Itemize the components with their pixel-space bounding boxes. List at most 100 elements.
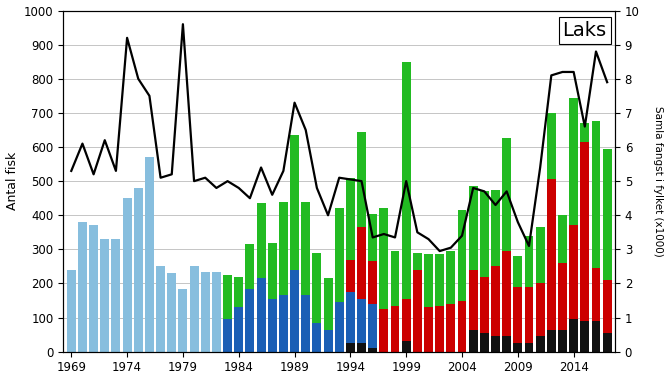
- Bar: [312, 253, 321, 323]
- Bar: [268, 299, 277, 352]
- Y-axis label: Antal fisk: Antal fisk: [5, 152, 19, 210]
- Bar: [502, 336, 511, 352]
- Text: Laks: Laks: [563, 21, 607, 40]
- Bar: [558, 329, 567, 352]
- Bar: [502, 251, 511, 336]
- Bar: [279, 295, 288, 352]
- Bar: [491, 336, 500, 352]
- Bar: [257, 279, 266, 352]
- Bar: [391, 306, 399, 352]
- Bar: [268, 242, 277, 299]
- Bar: [357, 343, 366, 352]
- Bar: [368, 214, 377, 261]
- Bar: [413, 270, 422, 352]
- Bar: [346, 343, 355, 352]
- Bar: [591, 122, 601, 268]
- Bar: [223, 319, 232, 352]
- Bar: [145, 157, 154, 352]
- Bar: [558, 263, 567, 329]
- Bar: [379, 309, 388, 352]
- Bar: [401, 342, 411, 352]
- Bar: [179, 288, 187, 352]
- Bar: [201, 272, 209, 352]
- Bar: [536, 336, 545, 352]
- Bar: [334, 209, 344, 302]
- Bar: [480, 333, 489, 352]
- Bar: [290, 270, 299, 352]
- Bar: [189, 266, 199, 352]
- Bar: [524, 287, 533, 343]
- Bar: [391, 251, 399, 306]
- Bar: [424, 307, 433, 352]
- Bar: [368, 304, 377, 348]
- Bar: [290, 135, 299, 270]
- Bar: [246, 288, 254, 352]
- Bar: [603, 333, 611, 352]
- Bar: [547, 329, 556, 352]
- Bar: [357, 227, 366, 299]
- Bar: [78, 222, 87, 352]
- Bar: [312, 323, 321, 352]
- Bar: [234, 307, 244, 352]
- Bar: [368, 348, 377, 352]
- Bar: [513, 256, 522, 287]
- Bar: [603, 149, 611, 280]
- Bar: [569, 319, 578, 352]
- Bar: [458, 301, 466, 352]
- Bar: [346, 178, 355, 260]
- Bar: [379, 209, 388, 309]
- Bar: [580, 123, 589, 142]
- Bar: [279, 202, 288, 295]
- Bar: [436, 255, 444, 306]
- Bar: [223, 275, 232, 319]
- Bar: [491, 266, 500, 336]
- Bar: [524, 236, 533, 287]
- Bar: [591, 268, 601, 321]
- Bar: [502, 138, 511, 251]
- Bar: [513, 343, 522, 352]
- Bar: [346, 292, 355, 343]
- Bar: [536, 227, 545, 283]
- Bar: [446, 304, 456, 352]
- Bar: [603, 280, 611, 333]
- Bar: [357, 299, 366, 343]
- Bar: [536, 283, 545, 336]
- Bar: [334, 302, 344, 352]
- Bar: [257, 203, 266, 279]
- Bar: [424, 255, 433, 307]
- Bar: [547, 113, 556, 179]
- Y-axis label: Samla fangst i fylket (x1000): Samla fangst i fylket (x1000): [654, 106, 664, 256]
- Bar: [569, 225, 578, 319]
- Bar: [100, 239, 109, 352]
- Bar: [246, 244, 254, 288]
- Bar: [580, 142, 589, 321]
- Bar: [436, 306, 444, 352]
- Bar: [112, 239, 120, 352]
- Bar: [368, 261, 377, 304]
- Bar: [413, 253, 422, 270]
- Bar: [580, 321, 589, 352]
- Bar: [547, 179, 556, 329]
- Bar: [167, 273, 176, 352]
- Bar: [122, 198, 132, 352]
- Bar: [134, 188, 142, 352]
- Bar: [401, 299, 411, 342]
- Bar: [469, 329, 478, 352]
- Bar: [480, 277, 489, 333]
- Bar: [357, 131, 366, 227]
- Bar: [212, 272, 221, 352]
- Bar: [301, 295, 310, 352]
- Bar: [491, 190, 500, 266]
- Bar: [89, 225, 98, 352]
- Bar: [401, 62, 411, 299]
- Bar: [67, 270, 76, 352]
- Bar: [469, 186, 478, 270]
- Bar: [156, 266, 165, 352]
- Bar: [558, 215, 567, 263]
- Bar: [458, 210, 466, 301]
- Bar: [480, 192, 489, 277]
- Bar: [234, 277, 244, 307]
- Bar: [524, 343, 533, 352]
- Bar: [513, 287, 522, 343]
- Bar: [301, 202, 310, 295]
